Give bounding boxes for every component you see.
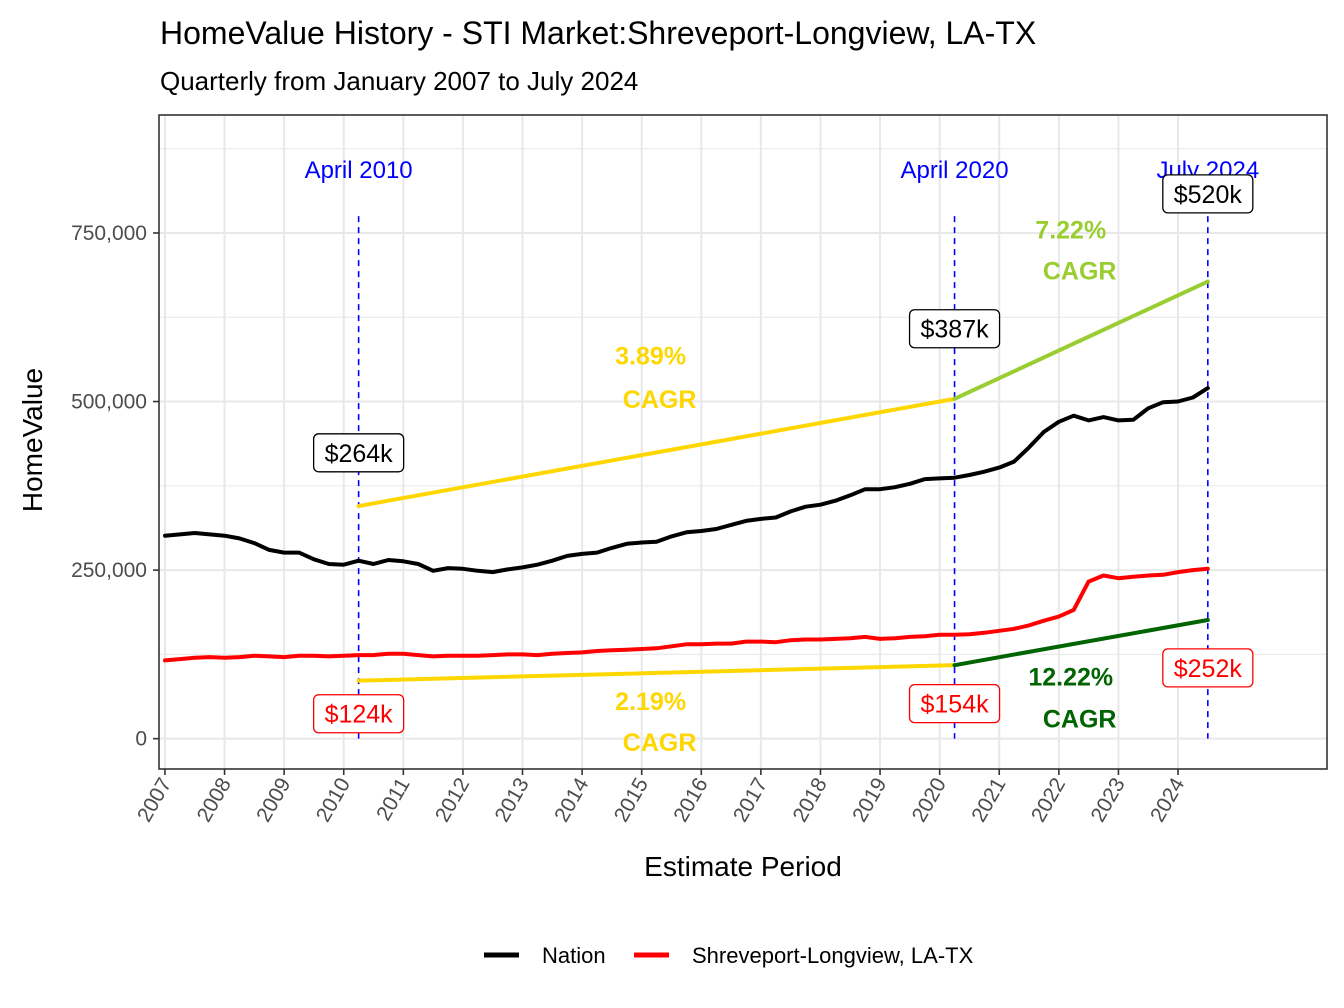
trend-line-nation-2020-2024-trend [952,279,1210,401]
cagr-label: CAGR [623,386,697,414]
cagr-label: CAGR [1043,705,1117,733]
y-tick-label: 750,000 [71,222,147,245]
value-label: $264k [325,440,394,468]
grid-lines [159,115,1327,769]
value-label-box [908,683,1001,724]
value-label: $154k [920,691,989,719]
reference-label-april-2020: April 2020 [901,157,1009,184]
value-label: $252k [1174,655,1243,683]
legend: Nation Shreveport-Longview, LA-TX [484,943,974,968]
value-label: $124k [325,701,394,729]
cagr-label: 7.22% [1035,217,1106,245]
trend-line-nation-2010-2020-trend [356,396,957,509]
value-label: $387k [920,316,989,344]
series-line-shreveport-longview-la-tx [163,566,1210,663]
y-tick-label: 250,000 [71,559,147,582]
cagr-label: 12.22% [1028,664,1113,692]
cagr-label: CAGR [1043,258,1117,286]
value-label-box [908,309,1001,349]
legend-label-shreveport: Shreveport-Longview, LA-TX [692,943,974,968]
y-tick-label: 0 [135,728,147,751]
trend-lines [356,279,1210,683]
value-label: $520k [1174,181,1243,209]
legend-label-nation: Nation [542,943,606,968]
y-axis-label: HomeValue [17,368,48,512]
cagr-label: 2.19% [615,688,686,716]
trend-line-shreveport-2020-2024-trend [952,617,1210,668]
y-tick-label: 500,000 [71,391,147,414]
plot-border [158,114,1328,770]
trend-line-shreveport-2010-2020-trend [356,663,957,683]
cagr-label: 3.89% [615,343,686,371]
value-label-box [1162,648,1254,688]
value-label-box [312,694,405,734]
value-label-box [312,433,405,473]
chart-subtitle: Quarterly from January 2007 to July 2024 [160,66,638,96]
chart-title: HomeValue History - STI Market:Shrevepor… [160,15,1036,51]
reference-label-april-2010: April 2010 [305,157,413,184]
cagr-label: CAGR [623,729,697,757]
series-line-nation [163,386,1210,575]
x-axis-label: Estimate Period [644,851,842,882]
data-series [163,386,1210,663]
value-label-box [1162,174,1254,214]
annotations: $264k $387k $520k $124k $154k $252k 3.89% CAGR 2… [312,174,1254,757]
